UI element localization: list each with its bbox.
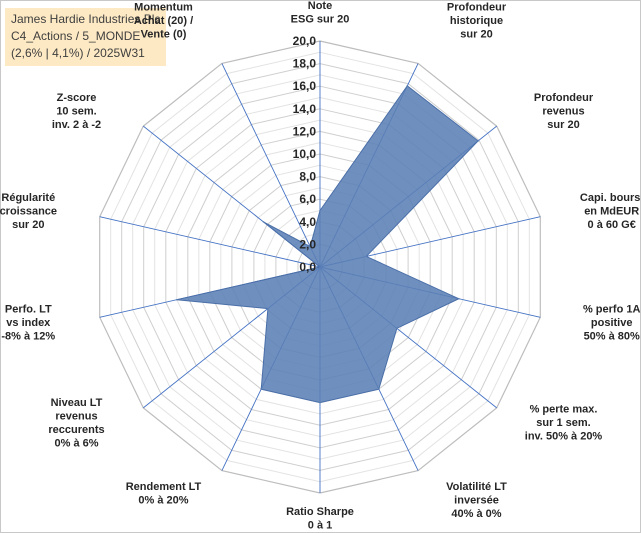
axis-label-line: sur 20 — [12, 219, 44, 231]
title-line-1: James Hardie Industries Plc — [11, 12, 161, 26]
axis-label-line: Profondeur — [534, 92, 594, 104]
tick-label: 14,0 — [293, 102, 317, 116]
axis-label-line: inv. 50% à 20% — [525, 431, 603, 443]
axis-label-line: Vente (0) — [141, 28, 187, 40]
axis-label-line: Achat (20) / — [134, 15, 193, 27]
tick-label: 0,0 — [299, 260, 316, 274]
axis-label-line: 0% à 20% — [138, 495, 188, 507]
data-point — [260, 388, 263, 391]
axis-label-line: inversée — [454, 495, 499, 507]
axis-label-line: Ratio Sharpe — [286, 506, 354, 518]
axis-label-line: Niveau LT — [51, 397, 103, 409]
axis-label-line: revenus — [55, 410, 97, 422]
data-point — [378, 388, 380, 391]
axis-label-line: Rendement LT — [126, 481, 202, 493]
data-point — [458, 297, 460, 300]
axis-label: Rendement LT 0% à 20% — [126, 481, 202, 507]
axis-label-line: Profondeur — [447, 1, 507, 13]
data-point — [176, 298, 178, 301]
axis-label-line: vs index — [6, 317, 51, 329]
axis-label-line: 0 à 1 — [308, 520, 332, 532]
axis-label-line: revenus — [542, 105, 584, 117]
axis-label: Profondeur revenus sur 20 — [534, 92, 594, 131]
axis-label: Niveau LT revenus reccurents 0% à 6% — [48, 397, 104, 450]
axis-label-line: Régularité — [1, 192, 55, 204]
axis-label-line: inv. 2 à -2 — [52, 119, 101, 131]
axis-label-line: Momentum — [134, 1, 193, 13]
axis-label: Note ESG sur 20 — [291, 0, 350, 26]
axis-label: Z-score 10 sem. inv. 2 à -2 — [52, 92, 101, 131]
data-point — [309, 245, 312, 248]
axis-label-line: Perfo. LT — [5, 303, 52, 315]
axis-label: Ratio Sharpe 0 à 1 — [286, 506, 354, 532]
data-point — [262, 221, 265, 223]
axis-label-line: -8% à 12% — [1, 330, 55, 342]
data-point — [406, 85, 409, 87]
axis-label-line: reccurents — [48, 424, 104, 436]
axis-label: Régularité croissance sur 20 — [0, 192, 57, 231]
axis-label: Volatilité LT inversée 40% à 0% — [446, 481, 507, 520]
tick-label: 8,0 — [299, 170, 316, 184]
tick-label: 18,0 — [293, 57, 317, 71]
data-point — [396, 327, 398, 330]
data-point — [477, 140, 479, 142]
axis-label: Momentum Achat (20) / Vente (0) — [134, 1, 193, 40]
axis-label: % perfo 1A positive 50% à 80% — [583, 303, 641, 342]
axis-label-line: 40% à 0% — [451, 508, 501, 520]
axis-label-line: sur 20 — [547, 119, 579, 131]
axis-spoke — [99, 216, 321, 268]
axis-label: Perfo. LT vs index -8% à 12% — [1, 303, 55, 342]
radial-tick-labels: 0,0 2,0 4,0 6,0 8,0 10,0 12,0 14,0 16,0 18,0 20,0 — [293, 34, 317, 274]
radar-area-layer — [176, 85, 479, 404]
axis-label-line: sur 1 sem. — [536, 417, 590, 429]
chart-title-box: James Hardie Industries Plc C4_Actions /… — [5, 8, 167, 66]
data-point — [319, 209, 321, 212]
title-line-3: (2,6% | 4,1%) / 2025W31 — [11, 46, 145, 60]
tick-label: 10,0 — [293, 147, 317, 161]
axis-label-line: Z-score — [57, 92, 97, 104]
axis-label-line: Note — [308, 0, 332, 12]
axis-label: % perte max. sur 1 sem. inv. 50% à 20% — [525, 404, 603, 443]
data-point — [319, 401, 321, 404]
axis-label-line: % perfo 1A — [583, 303, 641, 315]
axis-label-line: sur 20 — [460, 28, 492, 40]
tick-label: 20,0 — [293, 34, 317, 48]
axis-label-line: 10 sem. — [56, 105, 96, 117]
axis-label-line: Capi. bours. — [580, 192, 641, 204]
tick-label: 4,0 — [299, 215, 316, 229]
axis-label: Capi. bours. en MdEUR 0 à 60 G€ — [580, 192, 641, 231]
axis-label-line: en MdEUR — [584, 206, 639, 218]
axis-label-line: Volatilité LT — [446, 481, 507, 493]
axis-label-line: historique — [450, 15, 503, 27]
tick-label: 12,0 — [293, 124, 317, 138]
axis-label-line: ESG sur 20 — [291, 14, 350, 26]
axis-label-line: positive — [591, 317, 633, 329]
axis-label-line: 0 à 60 G€ — [588, 219, 636, 231]
data-point — [267, 307, 269, 310]
axis-label-line: % perte max. — [530, 404, 598, 416]
tick-label: 2,0 — [299, 237, 316, 251]
axis-label-line: 0% à 6% — [54, 437, 98, 449]
data-point — [365, 255, 368, 258]
axis-spoke — [221, 63, 321, 268]
title-line-2: C4_Actions / 5_MONDE — [11, 29, 141, 43]
data-point — [319, 266, 321, 268]
axis-label-line: croissance — [0, 206, 57, 218]
axis-label: Profondeur historique sur 20 — [447, 1, 507, 40]
tick-label: 16,0 — [293, 79, 317, 93]
axis-label-line: 50% à 80% — [584, 330, 640, 342]
tick-label: 6,0 — [299, 192, 316, 206]
